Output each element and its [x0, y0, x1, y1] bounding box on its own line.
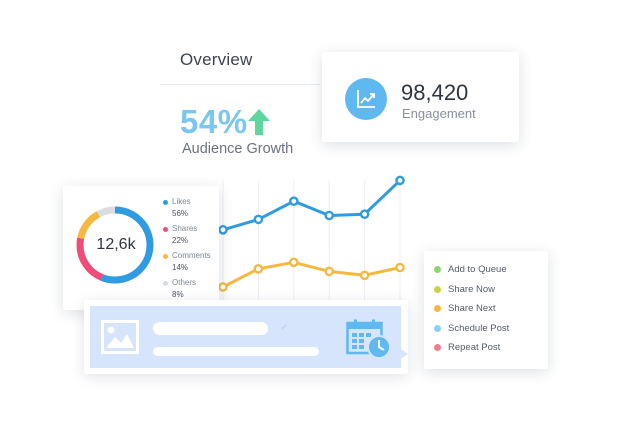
series-1-point[interactable]	[218, 224, 228, 235]
queue-item-share-now[interactable]: Share Now	[448, 283, 495, 295]
queue-dot-share-now	[434, 285, 441, 293]
calendar-clock-icon[interactable]	[346, 318, 392, 360]
trending-chart-icon	[357, 90, 375, 108]
series-1-point[interactable]	[359, 209, 370, 219]
legend-dot-comments	[163, 254, 168, 259]
donut-segment-others	[76, 206, 154, 284]
image-placeholder-icon[interactable]	[101, 320, 139, 354]
post-composer-body[interactable]	[90, 306, 401, 368]
post-title-placeholder[interactable]	[153, 322, 268, 335]
queue-item-add-to-queue[interactable]: Add to Queue	[448, 264, 507, 275]
chart-series	[218, 175, 405, 292]
chart-grid	[222, 180, 401, 300]
legend-value-comments: 14%	[172, 263, 189, 272]
series-2-point[interactable]	[288, 257, 299, 268]
queue-dot-share-next	[434, 305, 441, 312]
series-2-point[interactable]	[359, 270, 370, 281]
queue-dot-schedule-post	[434, 324, 441, 332]
legend-name-shares: Shares	[172, 224, 198, 233]
donut-card	[63, 186, 219, 310]
legend-value-likes: 56%	[172, 209, 189, 218]
legend-name-likes: Likes	[172, 197, 191, 206]
donut-chart	[76, 206, 154, 284]
series-2-point[interactable]	[395, 262, 405, 273]
series-1-point[interactable]	[253, 214, 264, 225]
overview-divider	[160, 84, 320, 85]
pencil-icon	[281, 324, 287, 330]
legend-name-comments: Comments	[172, 251, 211, 260]
queue-actions-card	[424, 251, 548, 369]
queue-dot-repeat-post	[434, 344, 441, 351]
growth-value: 54%	[180, 103, 248, 140]
legend-dot-others	[163, 281, 168, 286]
queue-item-repeat-post[interactable]: Repeat Post	[448, 342, 501, 353]
engagement-label: Engagement	[402, 106, 476, 121]
donut-center-value: 12,6k	[96, 236, 136, 253]
series-line-2	[222, 260, 401, 289]
legend-value-others: 8%	[172, 290, 184, 299]
series-2-point[interactable]	[324, 266, 335, 277]
legend-dot-likes	[163, 200, 168, 205]
series-2-point[interactable]	[218, 282, 228, 292]
queue-item-share-next[interactable]: Share Next	[448, 303, 496, 314]
series-2-point[interactable]	[253, 263, 264, 274]
engagement-icon-badge	[345, 78, 387, 120]
series-1-point[interactable]	[288, 196, 299, 206]
engagement-value: 98,420	[401, 80, 469, 105]
donut-segment-shares	[76, 206, 154, 284]
series-1-point[interactable]	[395, 175, 405, 186]
overview-title: Overview	[180, 50, 253, 69]
series-1-point[interactable]	[324, 210, 335, 221]
arrow-up-icon	[248, 109, 270, 135]
post-text-placeholder[interactable]	[153, 347, 319, 356]
post-composer-pointer	[399, 348, 408, 360]
growth-label: Audience Growth	[182, 141, 294, 157]
legend-value-shares: 22%	[172, 236, 189, 245]
series-line-1	[222, 179, 402, 232]
legend-dot-shares	[163, 227, 168, 232]
legend-name-others: Others	[172, 278, 197, 287]
queue-dot-add-to-queue	[434, 266, 441, 273]
queue-item-schedule-post[interactable]: Schedule Post	[448, 322, 510, 334]
